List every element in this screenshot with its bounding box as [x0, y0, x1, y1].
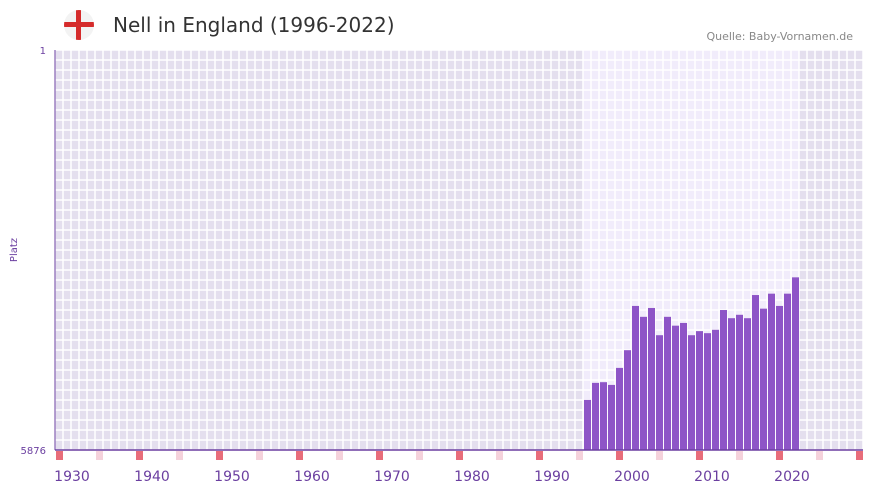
bar-1997: [592, 382, 599, 450]
bar-2020: [776, 305, 783, 450]
bar-2009: [688, 335, 695, 450]
decade-marker: [176, 451, 183, 460]
decade-marker: [816, 451, 823, 460]
bar-2012: [712, 329, 719, 450]
decade-marker: [496, 451, 503, 460]
bar-2004: [648, 307, 655, 450]
england-flag-icon: [64, 10, 94, 40]
decade-marker: [856, 451, 863, 460]
bar-2021: [784, 293, 791, 450]
bar-2003: [640, 316, 647, 450]
decade-marker: [536, 451, 543, 460]
bar-2017: [752, 295, 759, 450]
bar-2018: [760, 308, 767, 450]
x-tick-label-1940: 1940: [134, 469, 170, 485]
decade-marker: [256, 451, 263, 460]
bar-2019: [768, 293, 775, 450]
bar-2006: [664, 316, 671, 450]
bar-2001: [624, 350, 631, 450]
bar-2013: [720, 310, 727, 450]
bar-1999: [608, 384, 615, 450]
x-tick-label-2010: 2010: [694, 469, 730, 485]
bar-1996: [584, 399, 591, 450]
bar-2010: [696, 331, 703, 450]
x-tick-label-1970: 1970: [374, 469, 410, 485]
bar-2000: [616, 367, 623, 450]
decade-marker: [216, 451, 223, 460]
decade-marker: [336, 451, 343, 460]
y-tick-label-bottom: 5876: [21, 446, 46, 457]
decade-marker: [376, 451, 383, 460]
bar-2014: [728, 318, 735, 450]
x-tick-label-2020: 2020: [774, 469, 810, 485]
y-tick-label-top: 1: [40, 46, 46, 57]
x-tick-label-2000: 2000: [614, 469, 650, 485]
bar-2016: [744, 318, 751, 450]
decade-marker: [616, 451, 623, 460]
decade-marker: [296, 451, 303, 460]
decade-marker: [456, 451, 463, 460]
x-tick-label-1930: 1930: [54, 469, 90, 485]
x-tick-label-1980: 1980: [454, 469, 490, 485]
decade-marker: [576, 451, 583, 460]
bar-2008: [680, 322, 687, 450]
bar-2022: [792, 277, 799, 450]
decade-marker: [776, 451, 783, 460]
x-tick-label-1960: 1960: [294, 469, 330, 485]
decade-marker: [736, 451, 743, 460]
decade-marker: [416, 451, 423, 460]
decade-marker: [136, 451, 143, 460]
bar-2002: [632, 305, 639, 450]
y-axis-label: Platz: [9, 238, 20, 262]
bar-2007: [672, 325, 679, 450]
bar-2011: [704, 333, 711, 450]
x-tick-label-1990: 1990: [534, 469, 570, 485]
source-link[interactable]: Quelle: Baby-Vornamen.de: [706, 30, 853, 43]
decade-marker: [96, 451, 103, 460]
decade-marker: [696, 451, 703, 460]
bar-2015: [736, 314, 743, 450]
bar-1998: [600, 382, 607, 450]
decade-marker: [656, 451, 663, 460]
decade-marker: [56, 451, 63, 460]
chart-title: Nell in England (1996-2022): [113, 13, 395, 37]
x-tick-label-1950: 1950: [214, 469, 250, 485]
bar-2005: [656, 335, 663, 450]
